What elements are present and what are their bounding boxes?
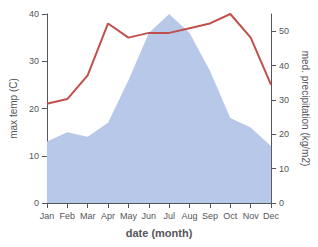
svg-text:Feb: Feb <box>60 211 76 221</box>
svg-text:Dec: Dec <box>263 211 280 221</box>
svg-text:0: 0 <box>279 198 284 208</box>
svg-text:Aug: Aug <box>182 211 198 221</box>
svg-text:20: 20 <box>29 104 39 114</box>
svg-text:10: 10 <box>29 151 39 161</box>
svg-text:max temp (C): max temp (C) <box>8 78 19 139</box>
svg-text:0: 0 <box>34 198 39 208</box>
svg-text:10: 10 <box>279 164 289 174</box>
svg-text:Jun: Jun <box>142 211 157 221</box>
svg-text:Jul: Jul <box>163 211 175 221</box>
svg-text:Sep: Sep <box>202 211 218 221</box>
svg-text:med. precipitation (kg/m2): med. precipitation (kg/m2) <box>300 51 311 167</box>
svg-text:date (month): date (month) <box>126 227 193 239</box>
svg-text:Mar: Mar <box>80 211 96 221</box>
svg-text:50: 50 <box>279 26 289 36</box>
svg-text:20: 20 <box>279 129 289 139</box>
svg-text:40: 40 <box>29 9 39 19</box>
svg-text:30: 30 <box>29 56 39 66</box>
svg-text:Jan: Jan <box>40 211 55 221</box>
svg-text:Oct: Oct <box>223 211 238 221</box>
svg-text:Apr: Apr <box>101 211 115 221</box>
svg-text:30: 30 <box>279 95 289 105</box>
svg-text:40: 40 <box>279 61 289 71</box>
svg-text:May: May <box>120 211 138 221</box>
svg-text:Nov: Nov <box>243 211 260 221</box>
